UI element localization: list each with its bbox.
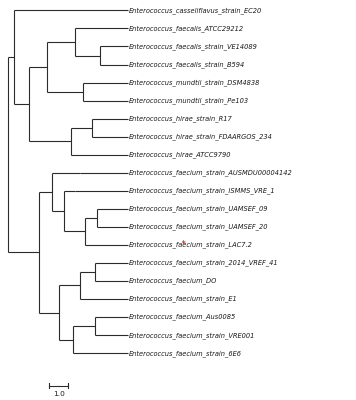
Text: Enterococcus_hirae_strain_R17: Enterococcus_hirae_strain_R17: [129, 115, 232, 122]
Text: Enterococcus_faecalis_strain_B594: Enterococcus_faecalis_strain_B594: [129, 61, 245, 68]
Text: Enterococcus_faecium_strain_6E6: Enterococcus_faecium_strain_6E6: [129, 350, 242, 356]
Text: Enterococcus_hirae_strain_FDAARGOS_234: Enterococcus_hirae_strain_FDAARGOS_234: [129, 133, 273, 140]
Text: *: *: [179, 240, 186, 249]
Text: 1.0: 1.0: [53, 391, 65, 397]
Text: Enterococcus_faecium_strain_UAMSEF_09: Enterococcus_faecium_strain_UAMSEF_09: [129, 205, 268, 212]
Text: Enterococcus_faecium_DO: Enterococcus_faecium_DO: [129, 278, 217, 284]
Text: Enterococcus_faecium_strain_VRE001: Enterococcus_faecium_strain_VRE001: [129, 332, 255, 338]
Text: Enterococcus_faecium_strain_E1: Enterococcus_faecium_strain_E1: [129, 296, 237, 302]
Text: Enterococcus_faecium_strain_AUSMDU00004142: Enterococcus_faecium_strain_AUSMDU000041…: [129, 169, 293, 176]
Text: Enterococcus_faecalis_ATCC29212: Enterococcus_faecalis_ATCC29212: [129, 25, 244, 32]
Text: Enterococcus_hirae_ATCC9790: Enterococcus_hirae_ATCC9790: [129, 151, 231, 158]
Text: Enterococcus_faecium_Aus0085: Enterococcus_faecium_Aus0085: [129, 314, 236, 320]
Text: Enterococcus_faecalis_strain_VE14089: Enterococcus_faecalis_strain_VE14089: [129, 43, 258, 50]
Text: Enterococcus_casseliflavus_strain_EC20: Enterococcus_casseliflavus_strain_EC20: [129, 7, 262, 14]
Text: Enterococcus_faecium_strain_2014_VREF_41: Enterococcus_faecium_strain_2014_VREF_41: [129, 260, 278, 266]
Text: Enterococcus_faecium_strain_UAMSEF_20: Enterococcus_faecium_strain_UAMSEF_20: [129, 224, 268, 230]
Text: Enterococcus_mundtii_strain_DSM4838: Enterococcus_mundtii_strain_DSM4838: [129, 79, 260, 86]
Text: Enterococcus_mundtii_strain_Pe103: Enterococcus_mundtii_strain_Pe103: [129, 97, 249, 104]
Text: Enterococcus_faecium_strain_ISMMS_VRE_1: Enterococcus_faecium_strain_ISMMS_VRE_1: [129, 187, 276, 194]
Text: Enterococcus_faecium_strain_LAC7.2: Enterococcus_faecium_strain_LAC7.2: [129, 242, 253, 248]
